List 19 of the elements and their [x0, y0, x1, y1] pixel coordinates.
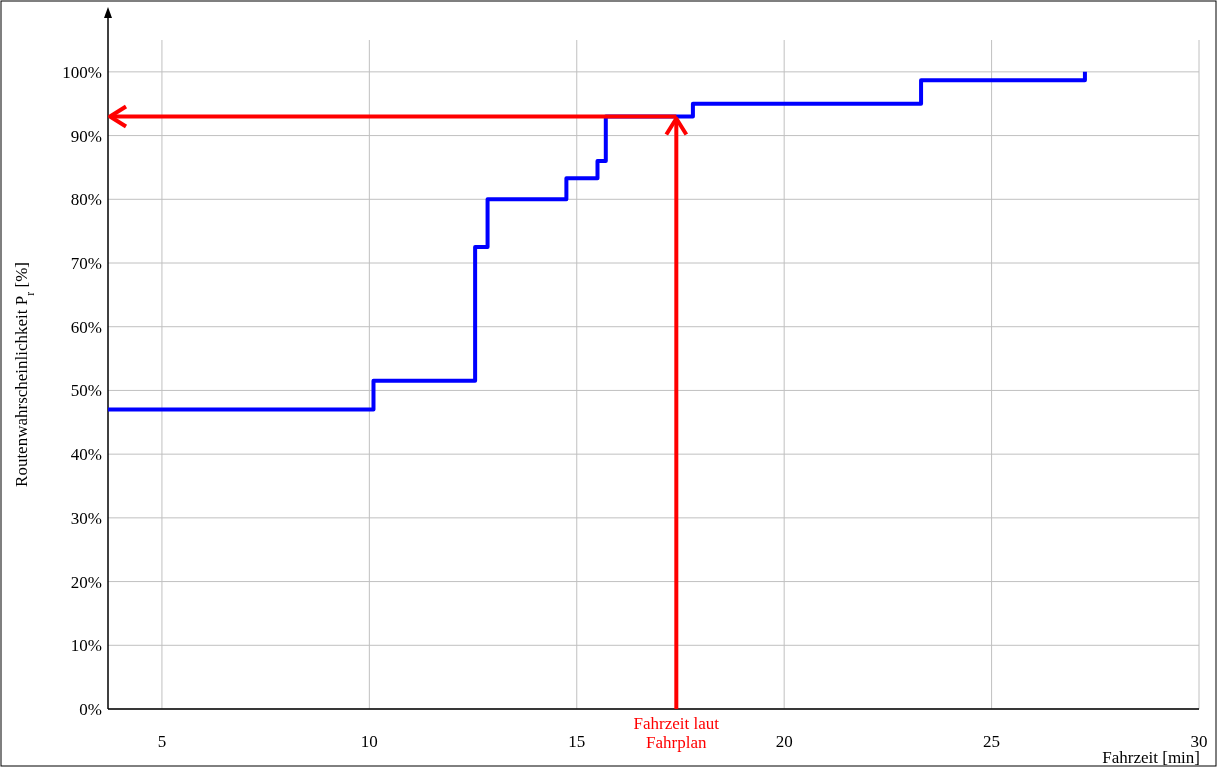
y-tick-label: 20% — [70, 572, 102, 592]
y-tick-label: 80% — [70, 190, 102, 210]
y-tick-label: 70% — [70, 254, 102, 273]
x-tick-label: 10 — [360, 732, 378, 751]
y-tick-label: 60% — [70, 317, 102, 337]
x-tick-label: 20 — [775, 732, 793, 751]
x-tick-label: 30 — [1190, 732, 1208, 751]
y-tick-label: 90% — [70, 126, 102, 146]
ref-line-label: Fahrzeit laut Fahrplan — [633, 714, 720, 752]
x-tick-label: 15 — [568, 732, 586, 751]
y-tick-label: 10% — [70, 636, 102, 656]
y-tick-label: 40% — [70, 445, 102, 465]
x-axis-title: Fahrzeit [min] — [1102, 748, 1200, 767]
y-tick-label: 100% — [62, 62, 102, 82]
y-tick-label: 50% — [70, 381, 102, 401]
y-tick-label: 0% — [79, 700, 102, 719]
x-tick-label: 25 — [983, 732, 1001, 751]
x-tick-label: 5 — [157, 732, 167, 751]
y-tick-label: 30% — [70, 508, 102, 528]
